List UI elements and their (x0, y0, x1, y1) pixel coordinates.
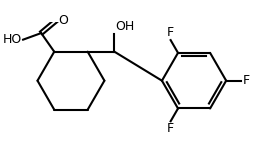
Text: HO: HO (2, 33, 22, 46)
Text: O: O (59, 14, 69, 27)
Text: F: F (167, 26, 174, 39)
Text: F: F (242, 74, 250, 87)
Text: OH: OH (116, 20, 135, 33)
Text: F: F (167, 122, 174, 135)
